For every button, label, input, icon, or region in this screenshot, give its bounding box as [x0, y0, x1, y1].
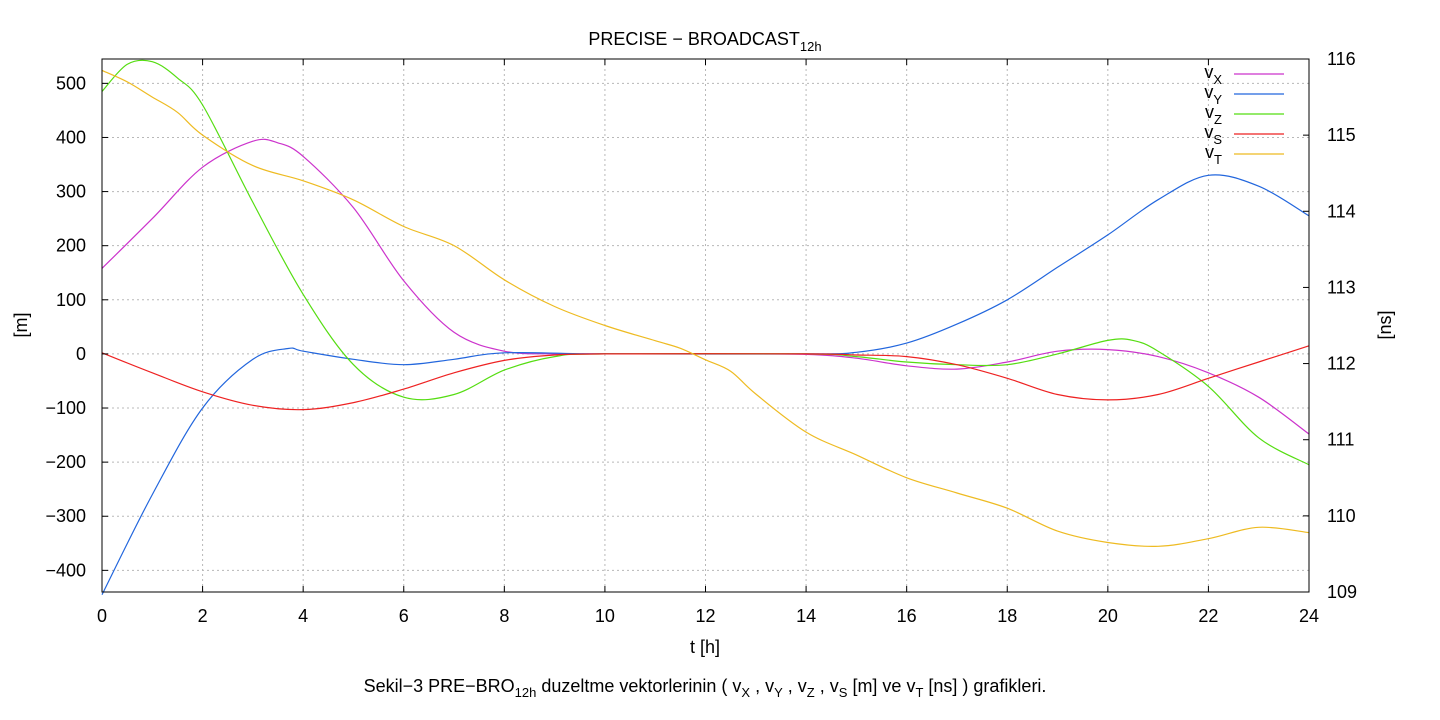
y-tick-label: 200	[56, 236, 86, 256]
x-tick-label: 22	[1198, 606, 1218, 626]
y-tick-label: −300	[45, 506, 86, 526]
x-tick-label: 12	[695, 606, 715, 626]
legend-label-vS: vS	[1204, 122, 1222, 147]
axis-ticks	[101, 58, 1310, 593]
x-tick-label: 2	[198, 606, 208, 626]
y-tick-label: −100	[45, 398, 86, 418]
y-tick-label: −400	[45, 560, 86, 580]
y-tick-label: 100	[56, 290, 86, 310]
x-tick-label: 16	[897, 606, 917, 626]
y2-tick-label: 109	[1327, 582, 1357, 602]
grid-lines	[102, 59, 1309, 592]
y2-tick-label: 110	[1327, 506, 1356, 526]
y2-tick-label: 113	[1327, 277, 1356, 297]
x-tick-label: 4	[298, 606, 308, 626]
x-tick-label: 20	[1098, 606, 1118, 626]
y2-axis-label: [ns]	[1375, 310, 1395, 339]
y-axis-label: [m]	[11, 313, 31, 338]
y-tick-label: 0	[76, 344, 86, 364]
x-tick-label: 14	[796, 606, 816, 626]
y-tick-label: 500	[56, 73, 86, 93]
y2-tick-label: 114	[1327, 201, 1356, 221]
legend-label-vT: vT	[1205, 142, 1222, 167]
tick-labels: 0 2 4 6 8 10 12 14 16 18 20 22 24−400−300−200−100010…	[45, 49, 1357, 626]
x-tick-label: 6	[399, 606, 409, 626]
legend-label-vZ: vZ	[1205, 102, 1222, 127]
y2-tick-label: 112	[1327, 354, 1356, 374]
y2-tick-label: 111	[1327, 430, 1354, 450]
x-tick-label: 0	[97, 606, 107, 626]
y2-tick-label: 116	[1327, 49, 1356, 69]
series-line-vS	[101, 345, 1310, 411]
x-tick-label: 8	[499, 606, 509, 626]
y-tick-label: 300	[56, 182, 86, 202]
y-tick-label: −200	[45, 452, 86, 472]
chart-title-subscript: 12h	[800, 39, 822, 54]
x-tick-label: 10	[595, 606, 615, 626]
series-line-vT	[101, 69, 1310, 548]
x-axis-label: t [h]	[690, 637, 720, 657]
legend-label-vX: vX	[1204, 62, 1222, 87]
plot-series	[101, 59, 1310, 595]
figure-caption: Sekil−3 PRE−BRO12h duzeltme vektorlerini…	[364, 676, 1047, 700]
chart-title: PRECISE − BROADCAST12h	[588, 29, 821, 54]
x-tick-label: 18	[997, 606, 1017, 626]
legend-label-vY: vY	[1204, 82, 1222, 107]
x-tick-label: 24	[1299, 606, 1319, 626]
y2-tick-label: 115	[1327, 125, 1356, 145]
y-tick-label: 400	[56, 127, 86, 147]
